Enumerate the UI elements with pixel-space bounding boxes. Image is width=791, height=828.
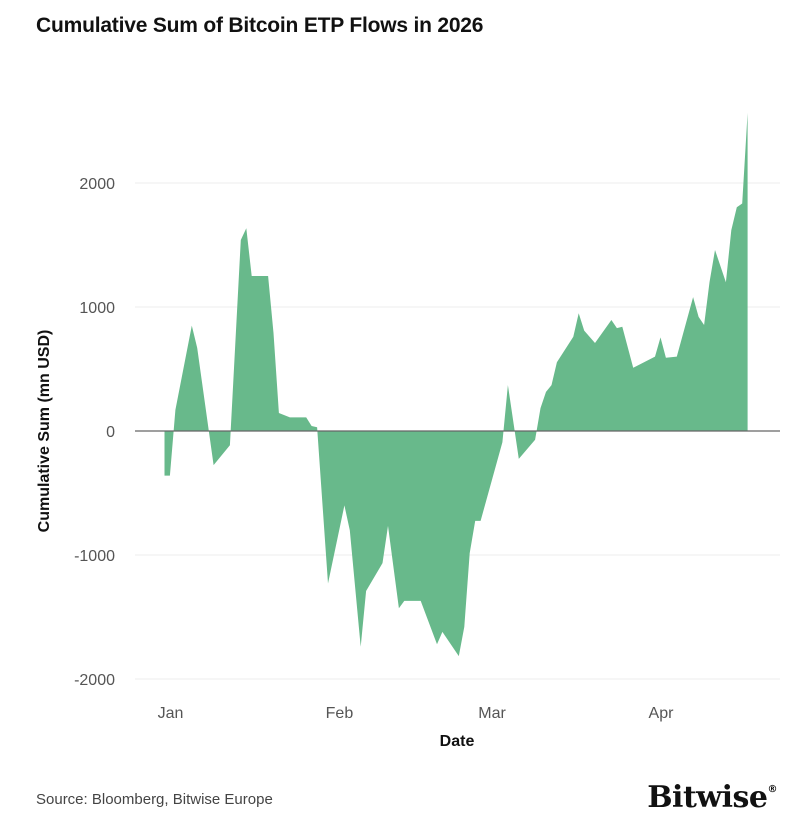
x-tick-label: Mar <box>478 705 506 722</box>
y-axis-label: Cumulative Sum (mn USD) <box>36 330 53 533</box>
axes: -2000 -1000 0 1000 2000 Jan Feb Mar Apr <box>74 176 780 722</box>
y-tick-label: 2000 <box>79 176 115 193</box>
x-tick-label: Feb <box>326 705 354 722</box>
logo-mark: ® <box>767 784 778 795</box>
source-note: Source: Bloomberg, Bitwise Europe <box>36 791 273 808</box>
y-tick-label: 1000 <box>79 300 115 317</box>
x-tick-label: Apr <box>649 705 675 722</box>
y-tick-label: -1000 <box>74 548 115 565</box>
cumulative-flow-area <box>164 112 748 657</box>
logo-text: Bitwise <box>647 780 768 815</box>
area-series <box>164 112 748 657</box>
y-tick-label: -2000 <box>74 672 115 689</box>
x-tick-label: Jan <box>158 705 184 722</box>
x-axis-label: Date <box>440 733 475 750</box>
bitwise-logo: Bitwise® <box>647 780 777 815</box>
y-tick-label: 0 <box>106 424 115 441</box>
chart-title: Cumulative Sum of Bitcoin ETP Flows in 2… <box>36 14 484 37</box>
